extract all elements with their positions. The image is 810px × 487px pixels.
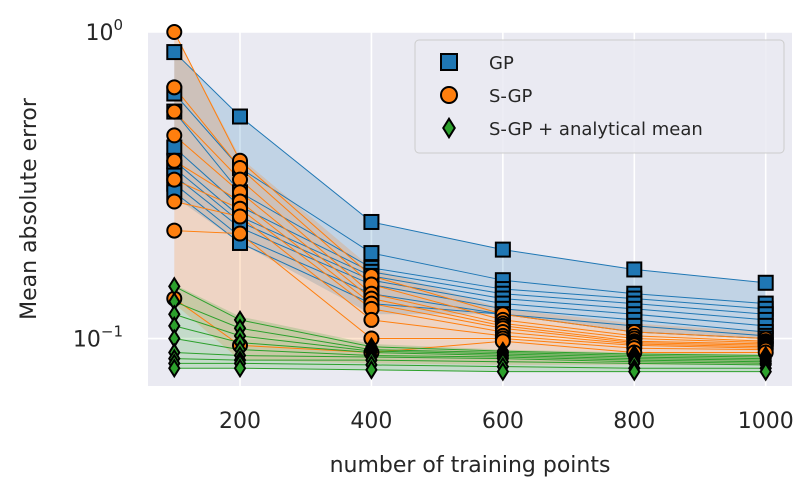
y-tick-label: 10−1 (73, 323, 123, 353)
series-1-run-line (173, 298, 766, 354)
legend-frame (414, 39, 785, 154)
series-0-run-line (173, 111, 766, 310)
series-0-run-line (173, 167, 766, 327)
series-0-run-line (173, 175, 766, 333)
series-2-run-line (174, 362, 766, 369)
series-2-run-line (174, 285, 766, 357)
series-1-run-line (174, 200, 766, 349)
series-2-run-line (174, 367, 766, 373)
series-1-run-line (173, 86, 766, 342)
x-tick-label: 400 (350, 409, 392, 434)
series-2-run-line (174, 338, 766, 363)
series-2-run-line (174, 301, 766, 358)
series-1-point (363, 311, 380, 328)
series-1-point (232, 225, 248, 242)
series-1-point (166, 127, 183, 144)
series-1-point (166, 79, 183, 96)
y-axis-ticks: 100 10−1 (73, 16, 123, 353)
series-0-run-line (173, 183, 766, 337)
x-tick-label: 800 (613, 409, 655, 434)
series-2-point (628, 361, 641, 382)
run-lines (173, 31, 766, 373)
legend-marker-1 (440, 86, 458, 104)
series-0-point (494, 241, 511, 258)
series-0-run-line (173, 147, 766, 315)
x-tick-label: 1000 (738, 409, 794, 434)
series-1-point (166, 171, 183, 188)
series-2-run-line (174, 313, 766, 360)
series-0-point (626, 261, 643, 278)
series-2-point (759, 361, 772, 382)
series-2-run-line (174, 325, 766, 361)
legend-label: S-GP + analytical mean (489, 119, 703, 140)
series-2-point (168, 358, 181, 379)
series-1-run-line (173, 134, 766, 345)
series-0-point (363, 213, 380, 230)
series-1-point (232, 208, 248, 225)
legend-marker-0 (440, 53, 458, 71)
legend: GP S-GP S-GP + analytical mean (414, 39, 785, 154)
series-2-run-line (174, 358, 766, 366)
legend-label: GP (489, 53, 514, 74)
y-axis-label: Mean absolute error (17, 97, 42, 320)
x-axis-ticks: 200 400 600 800 1000 (219, 409, 794, 434)
series-0-run-line (173, 93, 766, 305)
series-1-run-line (173, 111, 766, 344)
series-0-point (363, 245, 380, 262)
series-2-point (496, 361, 510, 382)
series-0-point (757, 274, 774, 291)
series-1-run-line (174, 160, 766, 346)
series-1-point (166, 103, 183, 120)
series-1-point (166, 24, 183, 40)
series-1-run-line (174, 179, 766, 348)
band-series-0 (174, 52, 766, 339)
series-2-run-line (174, 352, 766, 364)
series-0-point (232, 108, 248, 125)
series-1-run-line (173, 31, 766, 340)
series-2-point (233, 358, 247, 379)
x-tick-label: 200 (219, 409, 261, 434)
series-0-run-line (173, 160, 766, 321)
data-markers (166, 24, 774, 382)
series-1-run-line (174, 230, 766, 351)
series-2-point (365, 359, 378, 380)
series-1-point (166, 222, 183, 239)
series-0-run-line (173, 51, 766, 284)
legend-label: S-GP (489, 86, 533, 107)
x-tick-label: 600 (482, 409, 524, 434)
series-1-point (166, 193, 183, 210)
legend-marker-2 (442, 116, 456, 140)
x-axis-label: number of training points (330, 453, 611, 478)
legend-entries: GP S-GP S-GP + analytical mean (440, 53, 703, 140)
series-1-point (166, 152, 183, 169)
y-tick-label: 100 (85, 16, 123, 46)
series-0-point (166, 44, 183, 61)
